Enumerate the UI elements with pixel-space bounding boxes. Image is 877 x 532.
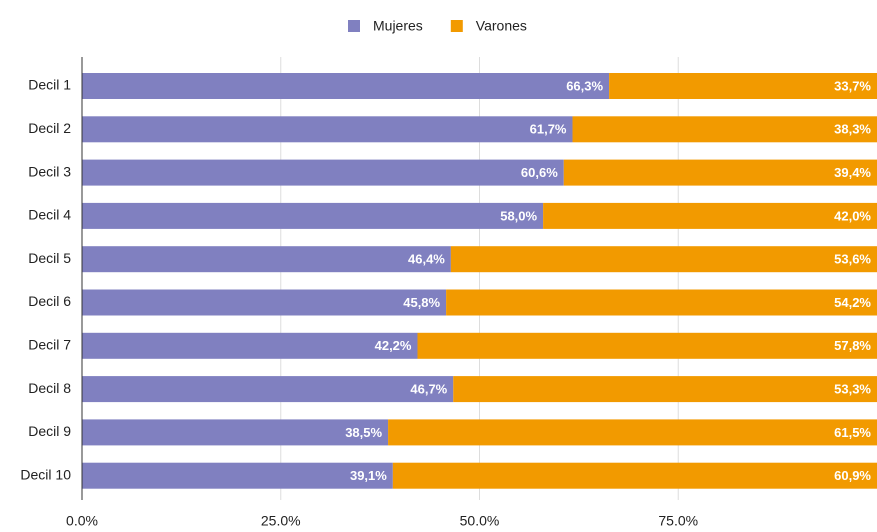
bar	[82, 116, 573, 143]
value-label: 38,5%	[345, 425, 382, 440]
bar	[82, 376, 454, 403]
value-label: 39,1%	[350, 468, 387, 483]
y-tick-label: Decil 6	[28, 293, 71, 309]
value-label: 60,6%	[521, 165, 558, 180]
value-label: 39,4%	[834, 165, 871, 180]
value-label: 54,2%	[834, 295, 871, 310]
value-label: 61,5%	[834, 425, 871, 440]
bar	[82, 73, 610, 99]
x-tick-label: 0.0%	[66, 513, 98, 529]
x-tick-label: 50.0%	[460, 513, 500, 529]
y-tick-label: Decil 4	[28, 207, 71, 223]
bar	[563, 159, 877, 186]
y-tick-label: Decil 3	[28, 163, 71, 179]
legend-swatch	[348, 20, 360, 32]
value-label: 57,8%	[834, 338, 871, 353]
bar	[543, 202, 877, 229]
bar	[450, 246, 877, 273]
y-tick-label: Decil 10	[20, 466, 71, 482]
y-tick-label: Decil 2	[28, 120, 71, 136]
value-label: 42,0%	[834, 208, 871, 223]
value-label: 53,3%	[834, 382, 871, 397]
bar	[572, 116, 877, 143]
value-label: 60,9%	[834, 468, 871, 483]
y-tick-label: Decil 9	[28, 423, 71, 439]
value-label: 46,7%	[410, 382, 447, 397]
bar	[392, 462, 877, 489]
value-label: 46,4%	[408, 252, 445, 267]
value-label: 58,0%	[500, 208, 537, 223]
value-label: 33,7%	[834, 78, 871, 93]
x-tick-label: 25.0%	[261, 513, 301, 529]
bar	[82, 202, 544, 229]
y-tick-label: Decil 8	[28, 380, 71, 396]
legend-label: Varones	[476, 18, 527, 34]
bar	[82, 462, 393, 489]
bar	[82, 159, 564, 186]
legend-swatch	[450, 20, 463, 32]
value-label: 42,2%	[375, 338, 412, 353]
value-label: 45,8%	[403, 295, 440, 310]
value-label: 53,6%	[834, 252, 871, 267]
bar	[388, 419, 877, 446]
y-tick-label: Decil 1	[28, 77, 71, 93]
bar	[609, 73, 877, 99]
y-tick-label: Decil 7	[28, 337, 71, 353]
legend-label: Mujeres	[373, 18, 423, 34]
bar	[82, 289, 447, 316]
bar	[82, 419, 389, 446]
bar	[82, 246, 451, 273]
bar	[453, 376, 877, 403]
value-label: 61,7%	[530, 122, 567, 137]
bar	[446, 289, 877, 316]
y-tick-label: Decil 5	[28, 250, 71, 266]
value-label: 66,3%	[566, 78, 603, 93]
bar	[82, 332, 418, 359]
value-label: 38,3%	[834, 122, 871, 137]
x-tick-label: 75.0%	[658, 513, 698, 529]
bar	[417, 332, 877, 359]
